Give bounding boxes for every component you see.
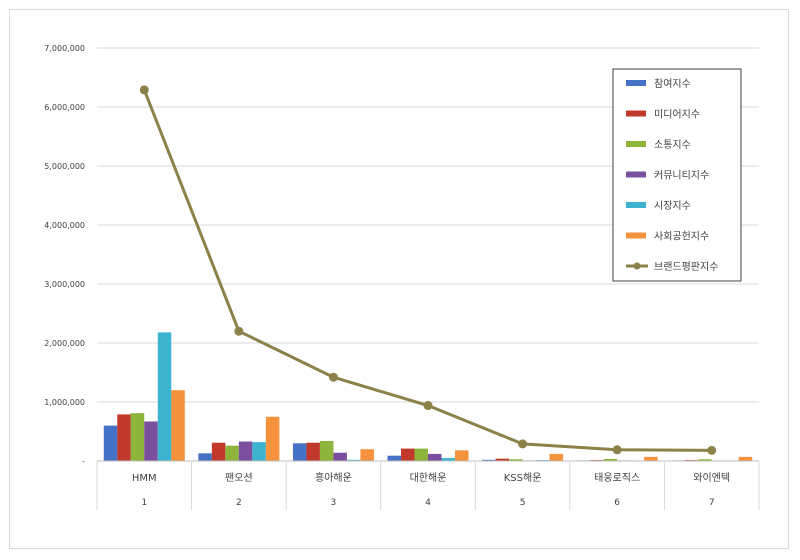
x-axis: HMM 1 팬오션 2 흥아해운 3 대한해운 4 KSS해운 5 태웅로직스 6 와이엔텍 7 — [96, 460, 760, 510]
bar-사회공헌지수-와이엔텍 — [738, 456, 753, 461]
line-point-KSS해운 — [518, 439, 528, 449]
x-category-label: 흥아해운 — [315, 471, 352, 484]
bar-소통지수-와이엔텍 — [698, 459, 712, 461]
x-category-label: HMM — [132, 473, 157, 484]
line-point-흥아해운 — [328, 372, 338, 382]
y-axis-tick-labels: - 1,000,000 2,000,000 3,000,000 4,000,000 5,0… — [44, 44, 85, 466]
legend-swatch — [626, 171, 646, 178]
line-point-와이엔텍 — [707, 445, 717, 455]
chart-canvas: - 1,000,000 2,000,000 3,000,000 4,000,000 5,0… — [44, 44, 760, 510]
x-rank-label: 1 — [141, 498, 147, 508]
bar-참여지수-HMM — [103, 425, 118, 461]
y-tick-label: 6,000,000 — [44, 103, 85, 112]
y-tick-label: 7,000,000 — [44, 44, 85, 53]
x-rank-label: 4 — [425, 498, 431, 508]
legend-swatch — [626, 80, 646, 86]
bars — [103, 332, 753, 461]
legend-label: 참여지수 — [654, 78, 691, 90]
legend-swatch — [626, 232, 646, 239]
legend-label: 시장지수 — [654, 200, 691, 212]
legend-swatch-marker — [633, 262, 641, 270]
bar-참여지수-KSS해운 — [482, 459, 496, 461]
x-category-label: 와이엔텍 — [693, 472, 730, 484]
x-category-label: 대한해운 — [410, 471, 447, 484]
bar-미디어지수-대한해운 — [401, 448, 415, 461]
x-rank-label: 6 — [614, 498, 620, 508]
bar-참여지수-팬오션 — [198, 453, 212, 461]
legend-swatch — [626, 110, 646, 117]
bar-소통지수-HMM — [130, 413, 145, 461]
x-category-label: KSS해운 — [504, 471, 542, 484]
y-tick-label: 4,000,000 — [44, 221, 85, 230]
legend-swatch — [626, 141, 646, 147]
bar-미디어지수-팬오션 — [211, 442, 226, 461]
bar-사회공헌지수-팬오션 — [265, 416, 280, 461]
line-point-팬오션 — [234, 326, 244, 336]
x-category-label: 팬오션 — [225, 472, 253, 484]
x-rank-label: 5 — [520, 498, 526, 508]
bar-미디어지수-HMM — [117, 414, 131, 461]
bar-시장지수-HMM — [157, 332, 172, 461]
bar-사회공헌지수-태웅로직스 — [644, 456, 658, 461]
y-tick-label: 2,000,000 — [44, 339, 85, 348]
x-category-label: 태웅로직스 — [594, 472, 640, 484]
bar-미디어지수-흥아해운 — [306, 442, 320, 461]
line-point-HMM — [139, 85, 149, 95]
bar-사회공헌지수-HMM — [171, 390, 185, 461]
bar-커뮤니티지수-흥아해운 — [333, 452, 347, 461]
bar-소통지수-태웅로직스 — [603, 458, 618, 461]
bar-소통지수-대한해운 — [414, 448, 428, 461]
y-tick-label: 1,000,000 — [44, 398, 85, 407]
bar-미디어지수-KSS해운 — [495, 458, 510, 461]
y-tick-label: 5,000,000 — [44, 162, 85, 171]
legend-label: 커뮤니티지수 — [654, 170, 709, 182]
bar-사회공헌지수-KSS해운 — [549, 453, 564, 461]
y-tick-label: - — [82, 457, 85, 466]
bar-소통지수-KSS해운 — [509, 459, 523, 461]
bar-시장지수-대한해운 — [441, 458, 455, 461]
bar-커뮤니티지수-대한해운 — [428, 453, 442, 461]
legend-swatch — [626, 202, 646, 208]
bar-시장지수-흥아해운 — [346, 459, 361, 461]
brand-index-line — [139, 85, 717, 455]
x-rank-label: 7 — [709, 498, 715, 508]
bar-참여지수-흥아해운 — [292, 443, 307, 461]
legend-label: 소통지수 — [654, 139, 691, 151]
bar-참여지수-대한해운 — [387, 455, 401, 461]
x-rank-label: 2 — [236, 498, 242, 508]
gridlines — [97, 47, 759, 462]
bar-소통지수-흥아해운 — [319, 440, 334, 461]
legend-label: 브랜드평판지수 — [654, 261, 718, 273]
x-rank-label: 3 — [331, 498, 337, 508]
bar-커뮤니티지수-팬오션 — [238, 441, 253, 461]
chart-frame: - 1,000,000 2,000,000 3,000,000 4,000,000 5,0… — [9, 9, 789, 549]
line-point-대한해운 — [423, 401, 433, 411]
legend-box — [612, 68, 742, 282]
y-tick-label: 3,000,000 — [44, 280, 85, 289]
bar-사회공헌지수-흥아해운 — [360, 449, 374, 461]
line-point-태웅로직스 — [612, 445, 622, 455]
bar-커뮤니티지수-HMM — [144, 421, 158, 461]
legend-label: 사회공헌지수 — [654, 231, 709, 243]
legend-label: 미디어지수 — [654, 109, 700, 121]
bar-사회공헌지수-대한해운 — [455, 450, 469, 461]
bar-시장지수-팬오션 — [252, 442, 266, 461]
bar-소통지수-팬오션 — [225, 445, 239, 461]
